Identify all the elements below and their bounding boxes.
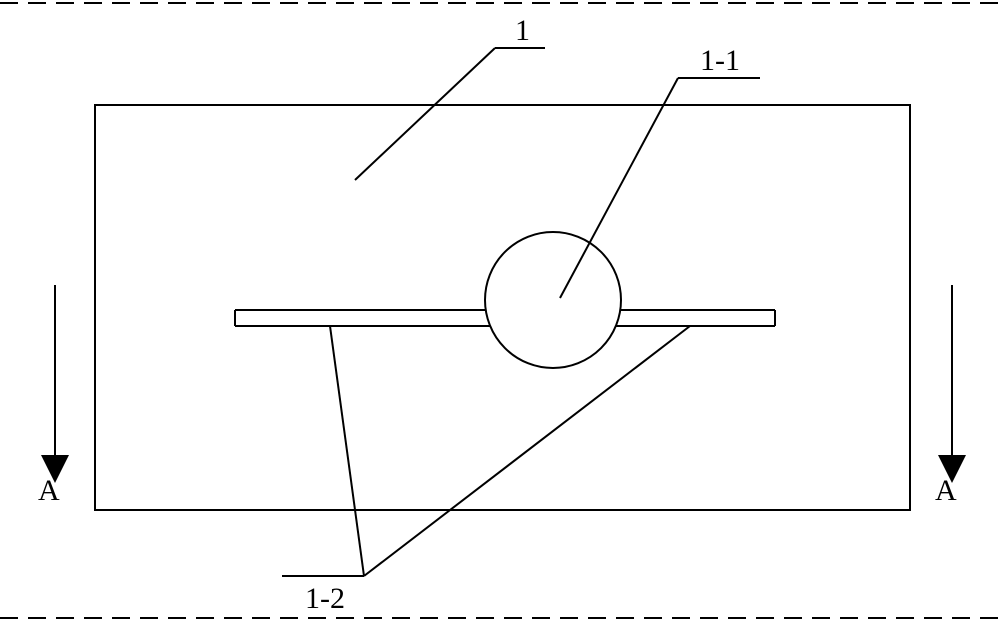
callout-1-1: 1-1 [560, 44, 760, 298]
callout-1-2-leader-1 [330, 326, 364, 576]
callout-1-2-label: 1-2 [305, 582, 345, 615]
slot-group [235, 310, 775, 326]
section-left: A [38, 285, 69, 507]
body-rect [95, 105, 910, 510]
callout-1-label: 1 [515, 14, 530, 47]
callout-1: 1 [355, 14, 545, 180]
section-right: A [935, 285, 966, 507]
callout-1-leader [355, 48, 495, 180]
section-right-label: A [935, 474, 957, 507]
section-left-label: A [38, 474, 60, 507]
callout-1-2: 1-2 [282, 326, 690, 615]
center-circle [485, 232, 621, 368]
callout-1-1-leader [560, 78, 678, 298]
callout-1-1-label: 1-1 [700, 44, 740, 77]
